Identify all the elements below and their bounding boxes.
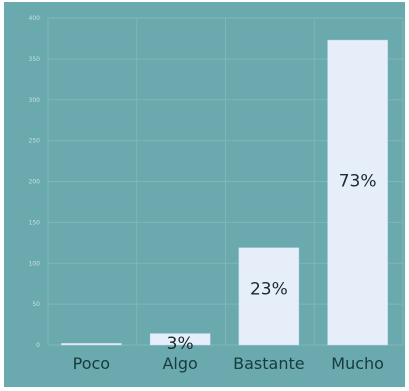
bar-chart: 0 50 100 150 200 250 300 350 400 3% 23% 73% Poco Al…: [4, 2, 405, 387]
y-tick-label: 300: [29, 97, 41, 104]
y-tick-label: 200: [29, 179, 41, 186]
bar-bastante: [238, 247, 300, 346]
category-label: Mucho: [331, 354, 384, 373]
category-label: Algo: [162, 354, 197, 373]
bar-mucho: [327, 39, 388, 346]
y-tick-label: 150: [29, 219, 41, 226]
data-label: 73%: [339, 171, 377, 191]
y-tick-label: 50: [32, 301, 40, 308]
chart-frame: 0 50 100 150 200 250 300 350 400 3% 23% 73% Poco Al…: [4, 2, 405, 387]
data-label: 23%: [250, 279, 288, 299]
bar-poco: [61, 343, 122, 346]
category-labels: Poco Algo Bastante Mucho: [73, 354, 384, 373]
y-tick-label: 0: [36, 342, 40, 349]
gridlines: [47, 17, 404, 346]
y-axis-ticks: 0 50 100 150 200 250 300 350 400: [29, 15, 41, 349]
data-label: 3%: [167, 334, 194, 354]
y-tick-label: 100: [29, 260, 41, 267]
y-tick-label: 350: [29, 56, 41, 63]
bar-algo: [149, 333, 211, 346]
category-label: Poco: [73, 354, 110, 373]
category-label: Bastante: [233, 354, 304, 373]
y-tick-label: 250: [29, 138, 41, 145]
y-tick-label: 400: [29, 15, 41, 22]
bars: [61, 39, 388, 346]
data-labels: 3% 23% 73%: [167, 171, 377, 354]
